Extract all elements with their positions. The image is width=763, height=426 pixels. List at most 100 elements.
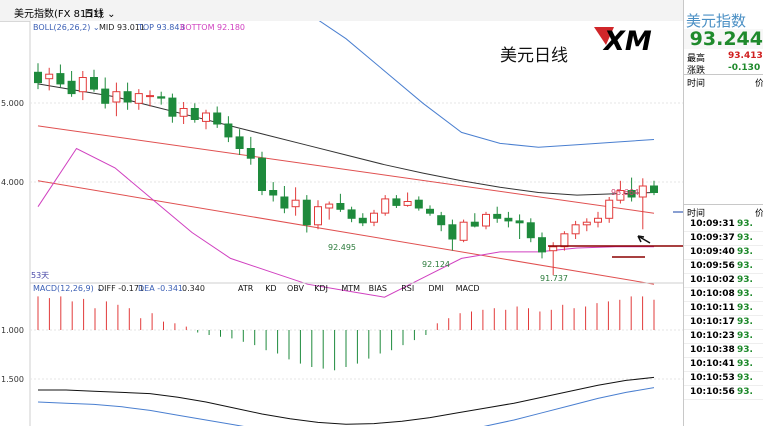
tick-time: 10:10:08 xyxy=(690,289,735,299)
tick-row: 10:10:38 93. xyxy=(684,344,763,358)
candle-body xyxy=(370,212,378,223)
candle-body xyxy=(616,190,625,201)
tick-row: 10:10:02 93. xyxy=(684,274,763,288)
candle-body xyxy=(549,246,558,252)
candle-body xyxy=(146,95,154,98)
macd-diff: DIFF -0.171 xyxy=(98,284,144,293)
xm-logo-text: XM xyxy=(602,26,652,57)
tick-price: 93. xyxy=(737,219,753,229)
tick-price: 93. xyxy=(737,359,753,369)
candle-body xyxy=(470,221,479,227)
candle-body xyxy=(448,224,457,240)
boll-bottom: BOTTOM 92.180 xyxy=(180,23,245,32)
candle-body xyxy=(638,185,647,198)
arrow-icon xyxy=(637,235,651,244)
boll-top: TOP 93.843 xyxy=(137,23,185,32)
candle-body xyxy=(112,91,121,103)
y-tick-macd-1: 1.000 xyxy=(1,326,24,335)
tab-indicator[interactable]: KD xyxy=(265,284,276,293)
tick-time: 10:10:02 xyxy=(690,275,735,285)
candle-body xyxy=(336,203,345,210)
annotation-low-1: 92.495 xyxy=(328,243,356,252)
candle-body xyxy=(571,224,580,235)
tick-time: 10:10:53 xyxy=(690,373,735,383)
candle-body xyxy=(134,93,143,104)
macd-label[interactable]: MACD(12,26,9) ⌄ xyxy=(33,284,103,293)
instrument-title: 美元指数(FX 8151) xyxy=(14,9,104,20)
candle-body xyxy=(325,203,334,209)
tick-row: 10:10:23 93. xyxy=(684,330,763,344)
diff-line xyxy=(38,376,655,425)
candle-body xyxy=(90,77,98,90)
tick-row: 10:10:41 93. xyxy=(684,358,763,372)
candle-body xyxy=(582,221,591,226)
boll-label[interactable]: BOLL(26,26,2) ⌄ xyxy=(33,23,100,32)
candle-body xyxy=(202,112,210,122)
tick-price: 93. xyxy=(737,261,753,271)
time-header-2: 时间 xyxy=(687,209,706,219)
indicator-tabs: MACD(12,26,9) ⌄ DIFF -0.171 DEA -0.341 0… xyxy=(30,282,683,293)
candle-body xyxy=(56,73,65,85)
annotation-high: 93.664 xyxy=(611,188,639,197)
time-header-1: 时间 xyxy=(687,79,706,89)
tick-time: 10:10:23 xyxy=(690,331,735,341)
candle-body xyxy=(67,80,76,95)
high-value: 93.413 xyxy=(728,51,763,61)
candle-body xyxy=(246,148,255,159)
tick-price: 93. xyxy=(737,345,753,355)
candle-body xyxy=(526,222,535,239)
tick-price: 93. xyxy=(737,387,753,397)
tick-time: 10:10:38 xyxy=(690,345,735,355)
period-label: 日线 xyxy=(84,9,104,20)
annotation-low-3: 91.737 xyxy=(540,274,568,283)
macd-pane: 1.000 1.500 xyxy=(1,296,683,426)
tab-indicator[interactable]: KDJ xyxy=(314,284,328,293)
tick-row: 10:09:40 93. xyxy=(684,246,763,260)
main-pane-bg xyxy=(30,21,683,284)
quote-name: 美元指数 xyxy=(686,12,747,30)
candle-body xyxy=(515,220,524,224)
boll-name: BOLL(26,26,2) xyxy=(33,23,90,32)
tick-row: 10:10:08 93. xyxy=(684,288,763,302)
tick-price: 93. xyxy=(737,317,753,327)
quote-price: 93.244 xyxy=(684,29,763,49)
tick-price: 93. xyxy=(737,373,753,383)
tab-indicator[interactable]: MACD xyxy=(456,284,480,293)
tab-indicator[interactable]: ATR xyxy=(238,284,254,293)
tick-time: 10:10:56 xyxy=(690,387,735,397)
period-selector[interactable]: 日线 ⌄ xyxy=(84,5,116,20)
main-pane: 5.000 4.000 53天 BOLL(26,26,2) ⌄ MID 93.0… xyxy=(1,21,683,426)
candle-body xyxy=(358,217,367,224)
candle-body xyxy=(381,198,390,214)
candle-body xyxy=(426,208,434,214)
change-value: -0.130 xyxy=(728,63,761,73)
tab-indicator[interactable]: MTM xyxy=(341,284,360,293)
panel-divider xyxy=(684,74,763,75)
candle-body xyxy=(101,88,110,104)
tick-row: 10:10:53 93. xyxy=(684,372,763,386)
change-label: 涨跌 xyxy=(687,66,706,76)
macd-name: MACD(12,26,9) xyxy=(33,284,94,293)
tab-indicator[interactable]: OBV xyxy=(287,284,305,293)
tab-indicator[interactable]: RSI xyxy=(401,284,414,293)
y-tick-macd-2: 1.500 xyxy=(1,375,24,384)
candle-body xyxy=(123,91,132,103)
tab-indicator[interactable]: BIAS xyxy=(369,284,387,293)
candle-body xyxy=(213,112,222,125)
candle-body xyxy=(235,136,244,150)
days-label: 53天 xyxy=(31,271,49,280)
tick-row: 10:10:11 93. xyxy=(684,302,763,316)
chart-header: 美元指数(FX 8151) 日线 ⌄ xyxy=(0,0,683,22)
macd-dea: DEA -0.341 xyxy=(138,284,183,293)
candle-body xyxy=(258,157,266,191)
tick-price: 93. xyxy=(737,233,753,243)
high-label: 最高 xyxy=(687,54,706,64)
candle-body xyxy=(280,196,289,209)
boll-upper-line xyxy=(318,21,655,148)
candle-body xyxy=(627,190,636,198)
tick-row: 10:09:56 93. xyxy=(684,260,763,274)
boll-mid: MID 93.011 xyxy=(99,23,145,32)
candle-body xyxy=(157,96,166,99)
candle-body xyxy=(269,190,278,196)
tab-indicator[interactable]: DMI xyxy=(428,284,443,293)
